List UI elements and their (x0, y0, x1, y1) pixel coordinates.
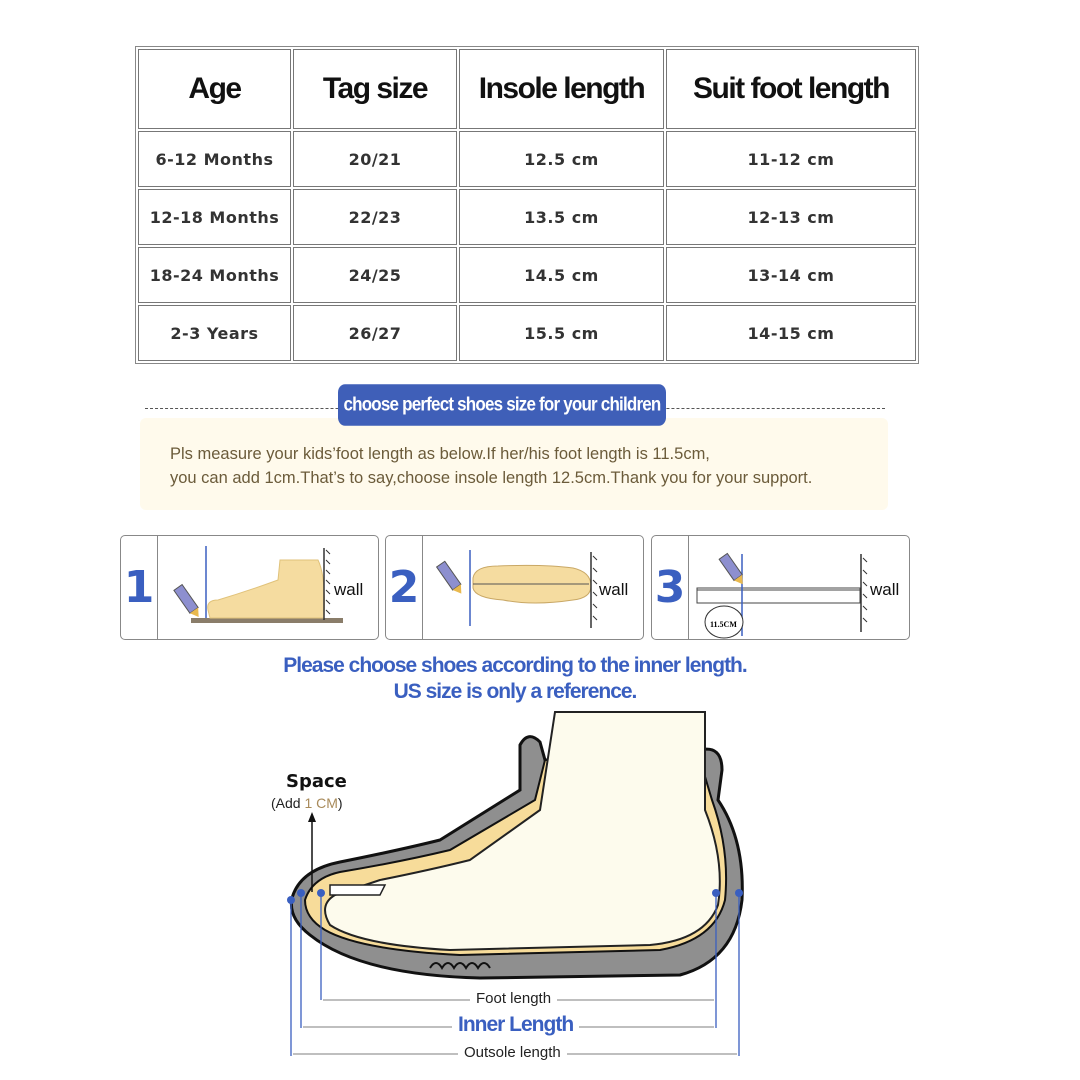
cell-foot: 14-15 cm (666, 305, 916, 361)
cell-tag-size: 20/21 (293, 131, 457, 187)
step-2-panel: 2 wall (385, 535, 644, 640)
outsole-length-label: Outsole length (458, 1044, 567, 1061)
cell-tag-size: 26/27 (293, 305, 457, 361)
cell-foot: 12-13 cm (666, 189, 916, 245)
step-number: 3 (652, 536, 689, 639)
cell-age: 18-24 Months (138, 247, 291, 303)
instructions-box: Pls measure your kids’foot length as bel… (140, 418, 888, 510)
table-row: 6-12 Months 20/21 12.5 cm 11-12 cm (138, 131, 916, 187)
header-insole-length: Insole length (459, 49, 664, 129)
wall-label: wall (870, 580, 900, 599)
table-row: 18-24 Months 24/25 14.5 cm 13-14 cm (138, 247, 916, 303)
step-1-panel: 1 wall (120, 535, 379, 640)
add-suffix: ) (337, 795, 343, 811)
step-3-panel: 3 11.5CM wall (651, 535, 910, 640)
foot-length-label: Foot length (470, 990, 558, 1007)
wall-label: wall (334, 580, 364, 599)
foot-side-illustration (173, 546, 343, 623)
instruction-line-2: you can add 1cm.That’s to say,choose ins… (170, 469, 813, 487)
cell-age: 12-18 Months (138, 189, 291, 245)
headline-line-1: Please choose shoes according to the inn… (283, 654, 747, 677)
cell-insole: 13.5 cm (459, 189, 664, 245)
add-space-note: (Add 1 CM) (271, 795, 343, 811)
header-tag-size: Tag size (293, 49, 457, 129)
table-header-row: Age Tag size Insole length Suit foot len… (138, 49, 916, 129)
headline-line-2: US size is only a reference. (393, 680, 638, 703)
cell-insole: 15.5 cm (459, 305, 664, 361)
measurement-label: 11.5CM (710, 620, 737, 629)
cell-age: 2-3 Years (138, 305, 291, 361)
cell-foot: 11-12 cm (666, 131, 916, 187)
cell-age: 6-12 Months (138, 131, 291, 187)
add-prefix: (Add (271, 795, 305, 811)
cell-insole: 12.5 cm (459, 131, 664, 187)
instruction-line-1: Pls measure your kids’foot length as bel… (170, 445, 710, 463)
foot-top-illustration (435, 550, 598, 628)
cell-foot: 13-14 cm (666, 247, 916, 303)
size-chart-table: Age Tag size Insole length Suit foot len… (135, 46, 919, 364)
table-row: 12-18 Months 22/23 13.5 cm 12-13 cm (138, 189, 916, 245)
add-value: 1 CM (304, 795, 338, 811)
banner-title: choose perfect shoes size for your child… (338, 384, 666, 426)
wall-label: wall (599, 580, 629, 599)
space-label: Space (286, 771, 347, 792)
cell-tag-size: 22/23 (293, 189, 457, 245)
table-row: 2-3 Years 26/27 15.5 cm 14-15 cm (138, 305, 916, 361)
ruler-illustration (696, 552, 868, 639)
step-number: 2 (386, 536, 423, 639)
cell-insole: 14.5 cm (459, 247, 664, 303)
inner-length-label: Inner Length (452, 1013, 580, 1037)
header-suit-foot-length: Suit foot length (666, 49, 916, 129)
step-number: 1 (121, 536, 158, 639)
header-age: Age (138, 49, 291, 129)
cell-tag-size: 24/25 (293, 247, 457, 303)
